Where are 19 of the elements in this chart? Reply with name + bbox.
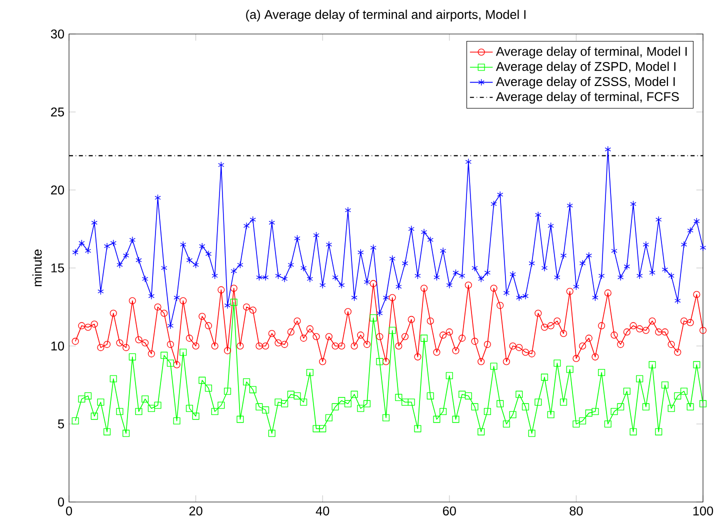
y-tick-label: 30 — [50, 30, 64, 38]
legend-label: Average delay of ZSPD, Model I — [496, 62, 676, 74]
y-tick-label: 5 — [58, 420, 64, 428]
x-tick-label: 40 — [316, 506, 330, 516]
y-tick-label: 10 — [51, 342, 64, 350]
x-tick-label: 100 — [693, 506, 714, 516]
x-tick-label: 0 — [66, 506, 72, 516]
legend-label: Average delay of terminal, FCFS — [496, 92, 679, 104]
y-tick-label: 0 — [58, 498, 64, 506]
x-tick-label: 60 — [443, 506, 456, 516]
y-tick-label: 15 — [51, 264, 64, 272]
chart-title: (a) Average delay of terminal and airports, Model I — [246, 10, 526, 22]
x-tick-label: 80 — [570, 506, 583, 516]
legend-label: Average delay of ZSSS, Model I — [496, 76, 675, 89]
y-axis-title: minute — [32, 250, 42, 286]
y-tick-label: 25 — [51, 108, 64, 116]
legend-label: Average delay of terminal, Model I — [496, 46, 687, 58]
y-tick-label: 20 — [51, 186, 64, 194]
x-tick-label: 20 — [189, 506, 202, 516]
